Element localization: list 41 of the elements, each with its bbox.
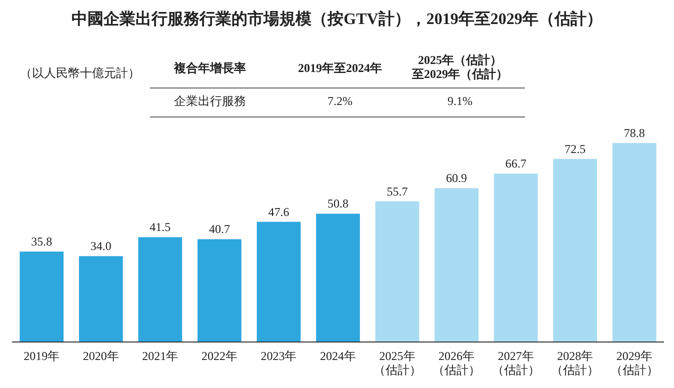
x-tick-label: 2022年 bbox=[201, 349, 238, 363]
data-label: 34.0 bbox=[90, 239, 112, 254]
text: 複合年增長率 bbox=[173, 61, 246, 75]
data-label: 72.5 bbox=[564, 142, 586, 156]
x-tick-label: 2027年（估計） bbox=[492, 349, 540, 377]
chart-title: 中國企業出行服務行業的市場規模（按GTV計），2019年至2029年（估計） bbox=[72, 10, 602, 28]
x-tick-label: 2025年（估計） bbox=[373, 349, 422, 377]
data-label: 35.8 bbox=[31, 234, 52, 249]
bar bbox=[494, 174, 538, 342]
bar bbox=[553, 158, 598, 342]
bar bbox=[20, 252, 64, 342]
x-tick-label: 2023年 bbox=[260, 349, 297, 363]
bar bbox=[78, 256, 123, 342]
bar bbox=[138, 237, 182, 342]
x-tick-label: 2029年（估計） bbox=[610, 349, 658, 377]
data-label: 60.9 bbox=[446, 171, 468, 186]
text: 9.1% bbox=[448, 94, 472, 108]
x-tick-label: 2020年 bbox=[82, 349, 119, 363]
data-label: 41.5 bbox=[150, 220, 171, 234]
bar bbox=[256, 222, 301, 342]
data-label: 55.7 bbox=[386, 184, 408, 198]
text: 2025年（估計）至2029年（估計） bbox=[411, 53, 508, 81]
data-label: 78.8 bbox=[624, 126, 645, 140]
data-label: 40.7 bbox=[208, 222, 230, 236]
text: （以人民幣十億元計） bbox=[20, 66, 140, 80]
text: 7.2% bbox=[328, 94, 352, 108]
bar bbox=[198, 239, 242, 342]
bar bbox=[434, 188, 478, 342]
x-tick-label: 2024年 bbox=[320, 349, 356, 363]
x-tick-label: 2026年（估計） bbox=[432, 349, 481, 377]
data-label: 47.6 bbox=[268, 204, 290, 219]
x-tick-label: 2021年 bbox=[142, 349, 178, 363]
x-tick-label: 2028年（估計） bbox=[551, 349, 600, 377]
data-label: 50.8 bbox=[328, 196, 348, 211]
text: 企業出行服務 bbox=[174, 94, 246, 108]
text: 2019年至2024年 bbox=[298, 61, 382, 75]
bar bbox=[612, 143, 656, 342]
bar bbox=[316, 214, 360, 342]
x-tick-label: 2019年 bbox=[24, 349, 60, 363]
data-label: 66.7 bbox=[505, 156, 526, 171]
bar bbox=[375, 201, 420, 342]
